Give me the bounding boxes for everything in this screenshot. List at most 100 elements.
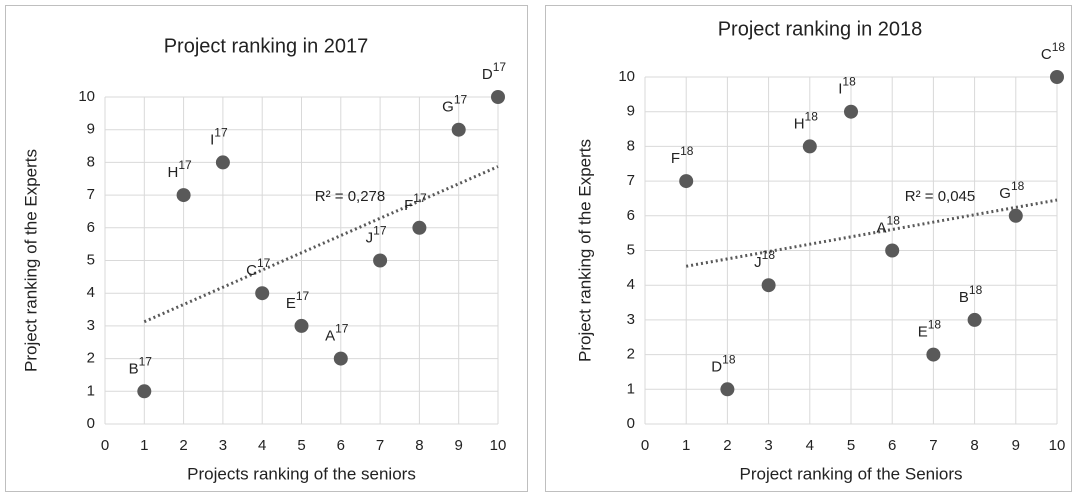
point bbox=[802, 139, 817, 154]
point-label-letter: B bbox=[959, 289, 969, 306]
x-tick-label: 8 bbox=[970, 437, 978, 454]
point-label-suffix: 17 bbox=[335, 322, 349, 336]
point-label-suffix: 18 bbox=[805, 110, 819, 124]
x-tick-label: 2 bbox=[179, 437, 187, 454]
point-label: H18 bbox=[794, 110, 819, 133]
point-label: G17 bbox=[442, 93, 467, 116]
x-tick-label: 0 bbox=[101, 437, 109, 454]
x-tick-label: 7 bbox=[376, 437, 384, 454]
point bbox=[720, 382, 735, 397]
point bbox=[176, 188, 191, 203]
point-label: G18 bbox=[999, 179, 1024, 202]
annotation: R² = 0,045 bbox=[905, 188, 975, 205]
y-tick-label: 3 bbox=[87, 317, 95, 334]
y-tick-label: 1 bbox=[627, 380, 635, 397]
x-tick-label: 5 bbox=[297, 437, 305, 454]
chart-frame bbox=[5, 5, 528, 492]
x-axis-title: Projects ranking of the seniors bbox=[187, 464, 416, 483]
x-tick-label: 7 bbox=[929, 437, 937, 454]
point bbox=[1008, 208, 1023, 223]
x-tick-label: 9 bbox=[1012, 437, 1020, 454]
point-label: B18 bbox=[959, 283, 983, 306]
y-tick-label: 8 bbox=[87, 153, 95, 170]
point-label: B17 bbox=[129, 354, 153, 377]
point-label-letter: C bbox=[246, 262, 257, 279]
point-label-letter: E bbox=[286, 295, 296, 312]
point-label-suffix: 17 bbox=[214, 126, 228, 140]
point bbox=[294, 318, 309, 333]
point-label: A17 bbox=[325, 322, 349, 345]
trendline bbox=[685, 198, 1058, 268]
x-tick-label: 1 bbox=[140, 437, 148, 454]
point-label-suffix: 18 bbox=[842, 75, 856, 89]
x-axis-title: Project ranking of the Seniors bbox=[739, 464, 962, 483]
y-tick-label: 6 bbox=[627, 207, 635, 224]
point-label-letter: B bbox=[129, 360, 139, 377]
point bbox=[967, 312, 982, 327]
y-tick-label: 3 bbox=[627, 311, 635, 328]
point-label-letter: A bbox=[877, 219, 887, 236]
chart-title: Project ranking in 2018 bbox=[718, 18, 923, 40]
point-label-suffix: 18 bbox=[1011, 179, 1025, 193]
point-label: C18 bbox=[1041, 40, 1066, 63]
x-tick-label: 5 bbox=[847, 437, 855, 454]
point-label-letter: G bbox=[999, 185, 1011, 202]
point bbox=[137, 384, 152, 399]
point-label-letter: I bbox=[210, 131, 214, 148]
point bbox=[412, 220, 427, 235]
point bbox=[215, 155, 230, 170]
point-label-letter: I bbox=[838, 81, 842, 98]
point-label-suffix: 18 bbox=[1052, 40, 1066, 54]
y-tick-label: 10 bbox=[618, 68, 635, 85]
point-label-letter: H bbox=[794, 115, 805, 132]
x-tick-label: 1 bbox=[682, 437, 690, 454]
point bbox=[333, 351, 348, 366]
y-tick-label: 6 bbox=[87, 219, 95, 236]
y-tick-label: 4 bbox=[87, 284, 95, 301]
y-tick-label: 5 bbox=[627, 241, 635, 258]
point bbox=[491, 90, 505, 104]
point-label-suffix: 18 bbox=[762, 248, 776, 262]
y-tick-label: 2 bbox=[627, 346, 635, 363]
y-tick-label: 1 bbox=[87, 382, 95, 399]
x-tick-label: 10 bbox=[490, 437, 507, 454]
y-tick-label: 9 bbox=[627, 103, 635, 120]
annotation: R² = 0,278 bbox=[315, 188, 385, 205]
trendline bbox=[143, 165, 499, 324]
point-label: E18 bbox=[918, 318, 942, 341]
point-label: I17 bbox=[210, 126, 228, 149]
y-tick-label: 7 bbox=[627, 172, 635, 189]
point-label-suffix: 17 bbox=[139, 354, 153, 368]
y-axis-title: Project ranking of the Experts bbox=[21, 149, 40, 372]
point-label: D18 bbox=[711, 352, 736, 375]
point-label-letter: D bbox=[482, 66, 493, 83]
y-tick-label: 9 bbox=[87, 121, 95, 138]
point-label-letter: J bbox=[754, 254, 762, 271]
point-label: A18 bbox=[877, 214, 901, 237]
x-tick-label: 2 bbox=[723, 437, 731, 454]
point bbox=[885, 243, 900, 258]
point bbox=[926, 347, 941, 362]
point-label-suffix: 17 bbox=[296, 289, 310, 303]
x-tick-label: 9 bbox=[455, 437, 463, 454]
point-label-suffix: 17 bbox=[373, 224, 387, 238]
x-tick-label: 6 bbox=[888, 437, 896, 454]
point-label-suffix: 18 bbox=[969, 283, 983, 297]
point bbox=[373, 253, 388, 268]
y-tick-label: 0 bbox=[627, 415, 635, 432]
point-label-suffix: 18 bbox=[722, 352, 736, 366]
point bbox=[1050, 70, 1064, 84]
point-label-suffix: 17 bbox=[178, 158, 192, 172]
y-tick-label: 5 bbox=[87, 251, 95, 268]
point bbox=[844, 104, 858, 119]
point-label-suffix: 17 bbox=[493, 60, 507, 74]
point bbox=[679, 174, 694, 189]
chart-frame bbox=[545, 5, 1072, 492]
point-label-letter: F bbox=[671, 150, 680, 167]
x-tick-label: 4 bbox=[806, 437, 814, 454]
point-label-letter: F bbox=[404, 197, 413, 214]
point-label-suffix: 17 bbox=[257, 256, 271, 270]
point-label: E17 bbox=[286, 289, 310, 312]
point-label-suffix: 17 bbox=[454, 93, 468, 107]
